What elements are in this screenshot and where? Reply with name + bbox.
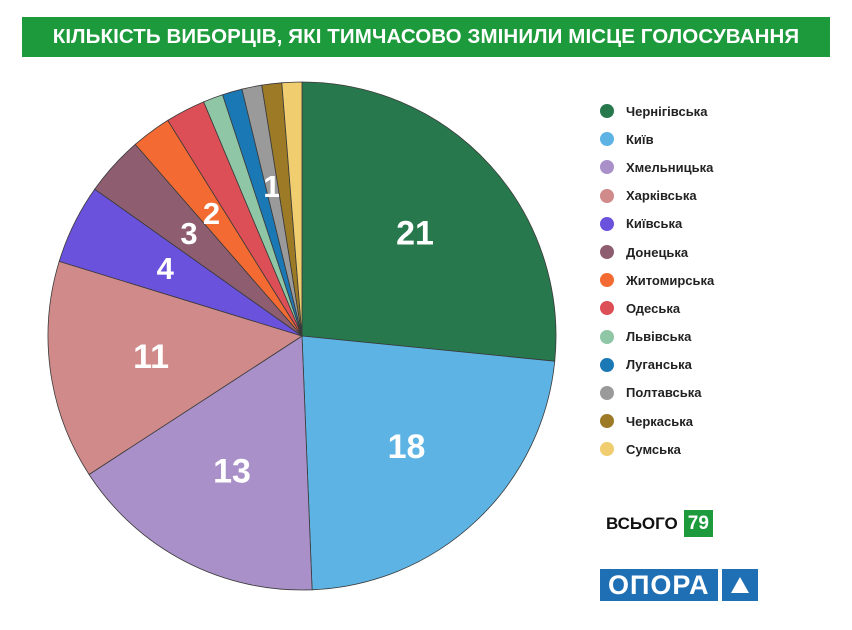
legend-item: Харківська bbox=[600, 182, 714, 210]
pie-slice-13 bbox=[281, 81, 303, 337]
chart-title: КІЛЬКІСТЬ ВИБОРЦІВ, ЯКІ ТИМЧАСОВО ЗМІНИЛ… bbox=[22, 17, 830, 57]
legend-swatch bbox=[600, 273, 614, 288]
total-box: ВСЬОГО 79 bbox=[606, 510, 713, 537]
legend-label: Донецька bbox=[626, 244, 689, 260]
legend-swatch bbox=[600, 104, 614, 119]
chart-legend: Чернігівська Київ Хмельницька Харківська Киї… bbox=[600, 97, 714, 463]
legend-item: Черкаська bbox=[600, 407, 714, 435]
slice-value-label-6: 3 bbox=[180, 216, 197, 251]
legend-label: Хмельницька bbox=[626, 159, 714, 175]
legend-swatch bbox=[600, 385, 614, 400]
legend-swatch bbox=[600, 216, 614, 231]
legend-label: Київ bbox=[626, 131, 654, 147]
legend-label: Львівська bbox=[626, 329, 692, 345]
legend-item: Львівська bbox=[600, 323, 714, 351]
legend-swatch bbox=[600, 245, 614, 260]
legend-item: Одеська bbox=[600, 294, 714, 322]
slice-value-label-4: 11 bbox=[133, 338, 169, 376]
legend-swatch bbox=[600, 414, 614, 429]
slice-value-label-11: 1 bbox=[263, 169, 280, 204]
legend-swatch bbox=[600, 301, 614, 316]
legend-swatch bbox=[600, 442, 614, 457]
legend-label: Полтавська bbox=[626, 385, 702, 401]
legend-swatch bbox=[600, 188, 614, 203]
legend-label: Житомирська bbox=[626, 272, 715, 288]
slice-value-label-7: 2 bbox=[203, 196, 220, 231]
legend-item: Луганська bbox=[600, 351, 714, 379]
opora-logo: ОПОРА bbox=[600, 569, 758, 601]
legend-item: Житомирська bbox=[600, 266, 714, 294]
legend-item: Сумська bbox=[600, 435, 714, 463]
slice-value-label-2: 18 bbox=[388, 428, 426, 466]
logo-text: ОПОРА bbox=[600, 569, 718, 601]
legend-label: Харківська bbox=[626, 188, 697, 204]
legend-item: Київська bbox=[600, 210, 714, 238]
legend-item: Хмельницька bbox=[600, 153, 714, 181]
legend-swatch bbox=[600, 132, 614, 147]
slice-value-label-3: 13 bbox=[213, 452, 251, 490]
triangle-logo-icon bbox=[721, 569, 758, 601]
legend-item: Донецька bbox=[600, 238, 714, 266]
pie-slice-4 bbox=[47, 260, 303, 476]
legend-label: Луганська bbox=[626, 357, 692, 373]
pie-slice-2 bbox=[301, 335, 556, 591]
legend-swatch bbox=[600, 329, 614, 344]
legend-item: Полтавська bbox=[600, 379, 714, 407]
total-label: ВСЬОГО bbox=[606, 513, 678, 533]
slice-value-label-1: 21 bbox=[396, 215, 434, 253]
legend-label: Одеська bbox=[626, 300, 681, 316]
pie-slice-1 bbox=[301, 81, 557, 362]
total-value: 79 bbox=[683, 510, 713, 537]
legend-label: Сумська bbox=[626, 441, 681, 457]
legend-item: Чернігівська bbox=[600, 97, 714, 125]
legend-item: Київ bbox=[600, 125, 714, 153]
legend-label: Черкаська bbox=[626, 413, 693, 429]
legend-label: Чернігівська bbox=[626, 103, 708, 119]
legend-label: Київська bbox=[626, 216, 683, 232]
legend-swatch bbox=[600, 357, 614, 372]
legend-swatch bbox=[600, 160, 614, 175]
slice-value-label-5: 4 bbox=[157, 251, 175, 286]
pie-slice-3 bbox=[88, 335, 313, 591]
